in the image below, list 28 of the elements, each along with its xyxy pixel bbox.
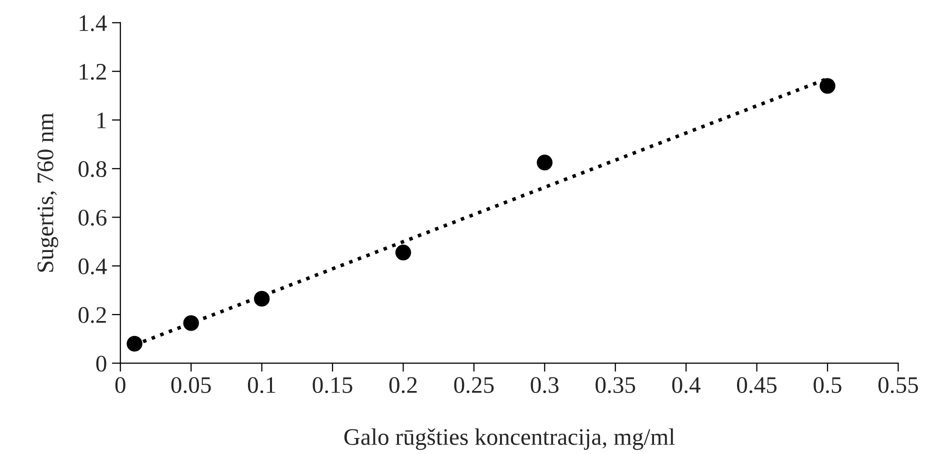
point (183, 315, 199, 331)
point (395, 244, 412, 260)
x-tick-label: 0.05 (171, 377, 211, 394)
y-tick-label: 0 (96, 356, 106, 372)
y-tick-label: 0.8 (78, 161, 106, 178)
x-tick-label: 0.15 (312, 377, 352, 394)
point (254, 290, 270, 307)
x-tick-label: 0.1 (248, 377, 276, 394)
y-tick-label: 1.4 (80, 15, 107, 32)
x-tick-label: 0.3 (530, 377, 558, 394)
y-tick-label: 1 (97, 112, 106, 128)
point (536, 154, 553, 170)
x-axis-title: Galo rūgšties koncentracija, mg/ml (344, 428, 675, 450)
x-tick-label: 0.2 (389, 377, 417, 394)
x-tick-label: 0.25 (454, 377, 494, 394)
point (820, 78, 836, 94)
x-tick-label: 0.4 (672, 377, 700, 394)
x-tick-label: 0.55 (878, 377, 918, 394)
x-tick-label: 0.5 (814, 377, 842, 394)
y-tick-label: 0.6 (78, 210, 106, 226)
x-tick-label: 0.35 (596, 377, 636, 394)
y-tick-label: 1.2 (80, 64, 106, 80)
point (126, 336, 142, 352)
y-tick-label: 0.2 (78, 307, 106, 324)
y-tick-label: 0.4 (78, 258, 107, 274)
x-tick-label: 0.45 (737, 377, 777, 394)
y-axis-title: Sugertis, 760 nm (37, 112, 58, 272)
x-tick-label: 0 (115, 377, 126, 394)
